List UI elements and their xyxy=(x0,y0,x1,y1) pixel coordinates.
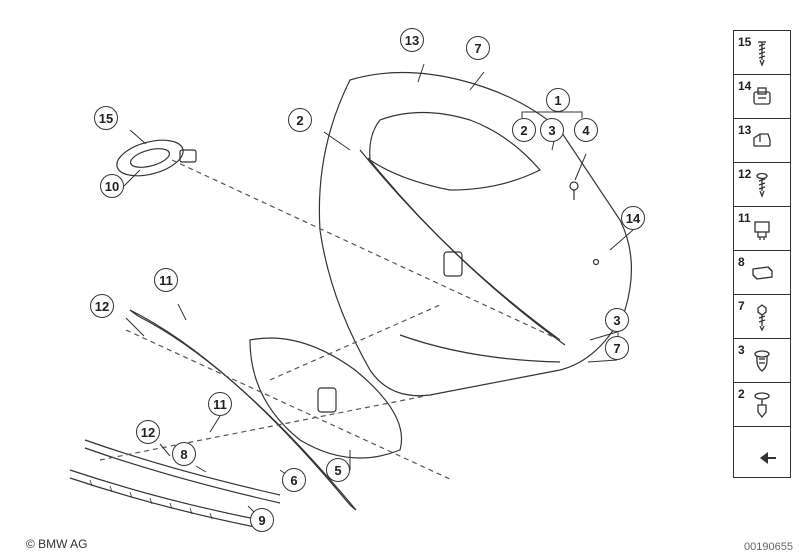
door-lower-seam xyxy=(400,335,560,362)
assembly-dash-line xyxy=(172,160,560,340)
screw-icon xyxy=(748,39,776,67)
legend-row-13: 13 xyxy=(734,119,790,163)
legend-number: 12 xyxy=(738,167,751,181)
bracket-clip-icon xyxy=(748,127,776,155)
push-clip-icon xyxy=(748,391,776,419)
lower-trim-c xyxy=(70,470,260,520)
callout-12: 12 xyxy=(90,294,114,318)
push-rivet-icon xyxy=(748,347,776,375)
legend-number: 7 xyxy=(738,299,745,313)
accent-strip-upper xyxy=(130,310,350,505)
callout-7: 7 xyxy=(605,336,629,360)
callout-8: 8 xyxy=(172,442,196,466)
leader-line xyxy=(178,304,186,320)
callout-3: 3 xyxy=(540,118,564,142)
leader-line xyxy=(588,360,617,362)
legend-row-12: 12 xyxy=(734,163,790,207)
callout-1: 1 xyxy=(546,88,570,112)
callout-11: 11 xyxy=(208,392,232,416)
legend-row-11: 11 xyxy=(734,207,790,251)
legend-number: 2 xyxy=(738,387,745,401)
block-clip-icon xyxy=(748,215,776,243)
socket-clip-icon xyxy=(748,83,776,111)
legend-row-14: 14 xyxy=(734,75,790,119)
callout-10: 10 xyxy=(100,174,124,198)
legend-box: 15 14 13 12 11 8 7 3 2 xyxy=(733,30,791,478)
callout-11: 11 xyxy=(154,268,178,292)
leader-line xyxy=(130,130,146,144)
leader-line xyxy=(160,444,170,456)
callout-3: 3 xyxy=(605,308,629,332)
callout-7: 7 xyxy=(466,36,490,60)
armrest-pad xyxy=(250,338,402,458)
sleeve-icon xyxy=(748,259,776,287)
clip-4 xyxy=(570,182,578,200)
inner-handle-bezel xyxy=(113,134,187,183)
legend-number: 8 xyxy=(738,255,745,269)
diagram-area: 1372123415101437111211128569 © BMW AG xyxy=(0,0,670,559)
return-arrow-icon xyxy=(748,438,776,466)
door-trim-strip-b xyxy=(368,158,565,345)
legend-row-3: 3 xyxy=(734,339,790,383)
switch-block-panel xyxy=(444,252,462,276)
callout-6: 6 xyxy=(282,468,306,492)
callout-15: 15 xyxy=(94,106,118,130)
legend-row-return xyxy=(734,427,790,477)
callout-4: 4 xyxy=(574,118,598,142)
legend-number: 14 xyxy=(738,79,751,93)
legend-row-7: 7 xyxy=(734,295,790,339)
legend-number: 15 xyxy=(738,35,751,49)
callout-2: 2 xyxy=(288,108,312,132)
leader-line xyxy=(196,466,206,472)
screw-hex-icon xyxy=(748,303,776,331)
copyright-text: © BMW AG xyxy=(26,537,88,551)
legend-number: 11 xyxy=(738,211,751,225)
callout-9: 9 xyxy=(250,508,274,532)
switch-block-armrest xyxy=(318,388,336,412)
lower-trim-d xyxy=(70,478,260,528)
legend-number: 3 xyxy=(738,343,745,357)
callout-14: 14 xyxy=(621,206,645,230)
image-id: 00190655 xyxy=(744,541,793,553)
screw-small-icon xyxy=(748,171,776,199)
callout-2: 2 xyxy=(512,118,536,142)
assembly-dash-line xyxy=(270,305,440,380)
accent-strip-upper-b xyxy=(138,316,356,510)
legend-row-15: 15 xyxy=(734,31,790,75)
callout-5: 5 xyxy=(326,458,350,482)
legend-row-2: 2 xyxy=(734,383,790,427)
legend-row-8: 8 xyxy=(734,251,790,295)
leader-line xyxy=(470,72,484,90)
leader-line xyxy=(126,318,144,336)
leader-line xyxy=(124,170,140,186)
legend-number: 13 xyxy=(738,123,751,137)
hole-14 xyxy=(594,260,599,265)
door-trim-strip xyxy=(360,150,560,340)
leader-line xyxy=(210,416,220,432)
accent-strip-upper-cap xyxy=(130,310,356,510)
callout-13: 13 xyxy=(400,28,424,52)
callout-12: 12 xyxy=(136,420,160,444)
inner-handle-lever xyxy=(129,145,172,171)
legend-area: 15 14 13 12 11 8 7 3 2 00190655 xyxy=(670,0,799,559)
